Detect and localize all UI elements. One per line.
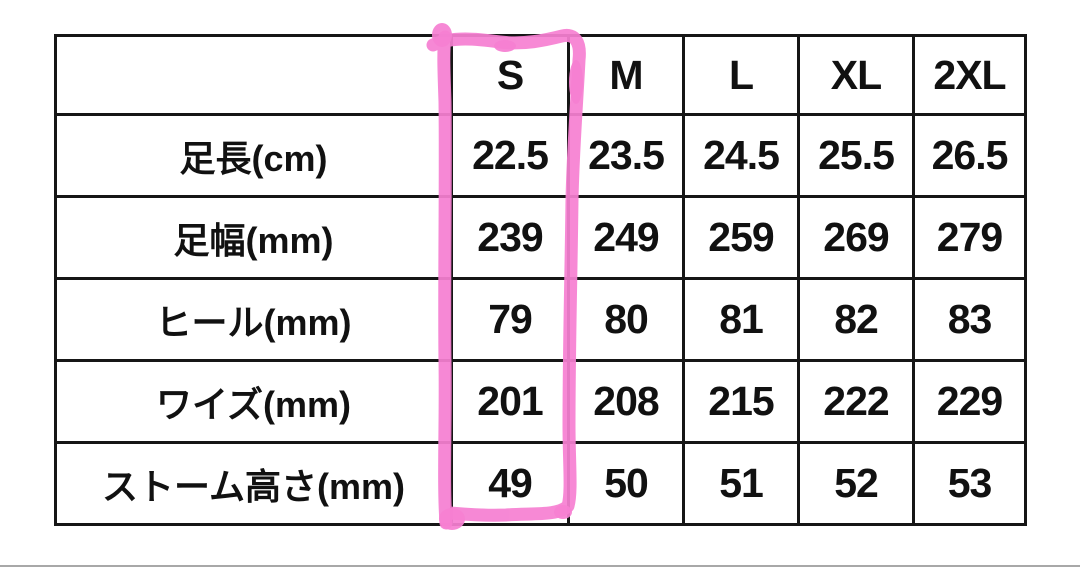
table-row-heel: ヒール(mm) 79 80 81 82 83 bbox=[54, 277, 1027, 362]
row-label: 足長(cm) bbox=[54, 113, 453, 198]
column-header-l: L bbox=[682, 34, 800, 116]
table-header-row: S M L XL 2XL bbox=[54, 34, 1027, 116]
row-label: ストーム高さ(mm) bbox=[54, 441, 453, 526]
row-label: ワイズ(mm) bbox=[54, 359, 453, 444]
table-cell: 53 bbox=[912, 441, 1027, 526]
row-label: 足幅(mm) bbox=[54, 195, 453, 280]
table-cell: 83 bbox=[912, 277, 1027, 362]
table-cell: 50 bbox=[567, 441, 685, 526]
table-cell: 24.5 bbox=[682, 113, 800, 198]
table-cell: 25.5 bbox=[797, 113, 915, 198]
column-header-s: S bbox=[450, 34, 570, 116]
corner-empty-cell bbox=[54, 34, 453, 116]
table-cell: 52 bbox=[797, 441, 915, 526]
column-header-m: M bbox=[567, 34, 685, 116]
table-cell: 26.5 bbox=[912, 113, 1027, 198]
table-cell: 201 bbox=[450, 359, 570, 444]
bottom-divider-rule bbox=[0, 565, 1080, 567]
table-cell: 208 bbox=[567, 359, 685, 444]
table-cell: 82 bbox=[797, 277, 915, 362]
table-cell: 23.5 bbox=[567, 113, 685, 198]
table-cell: 229 bbox=[912, 359, 1027, 444]
table-cell: 269 bbox=[797, 195, 915, 280]
table-cell: 279 bbox=[912, 195, 1027, 280]
table-cell: 79 bbox=[450, 277, 570, 362]
table-row-foot-length: 足長(cm) 22.5 23.5 24.5 25.5 26.5 bbox=[54, 113, 1027, 198]
table-cell: 222 bbox=[797, 359, 915, 444]
table-cell: 249 bbox=[567, 195, 685, 280]
table-row-foot-width: 足幅(mm) 239 249 259 269 279 bbox=[54, 195, 1027, 280]
table-cell: 239 bbox=[450, 195, 570, 280]
table-cell: 49 bbox=[450, 441, 570, 526]
column-header-xl: XL bbox=[797, 34, 915, 116]
table-cell: 81 bbox=[682, 277, 800, 362]
table-cell: 80 bbox=[567, 277, 685, 362]
table-cell: 215 bbox=[682, 359, 800, 444]
table-cell: 259 bbox=[682, 195, 800, 280]
table-cell: 22.5 bbox=[450, 113, 570, 198]
table-cell: 51 bbox=[682, 441, 800, 526]
table-row-wise: ワイズ(mm) 201 208 215 222 229 bbox=[54, 359, 1027, 444]
size-chart-table: S M L XL 2XL 足長(cm) 22.5 23.5 24.5 25.5 … bbox=[54, 34, 1027, 526]
table-row-storm-height: ストーム高さ(mm) 49 50 51 52 53 bbox=[54, 441, 1027, 526]
row-label: ヒール(mm) bbox=[54, 277, 453, 362]
column-header-2xl: 2XL bbox=[912, 34, 1027, 116]
